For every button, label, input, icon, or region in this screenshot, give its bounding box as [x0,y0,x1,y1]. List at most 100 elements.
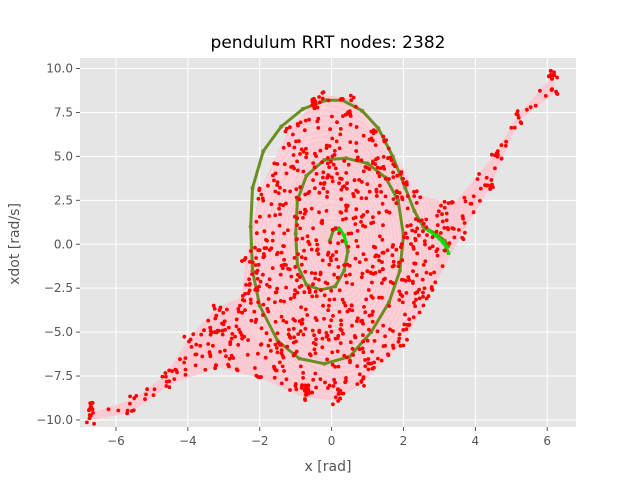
tree-node [294,195,299,200]
tree-node [257,284,261,289]
tree-node [279,348,284,352]
tree-node [225,307,229,312]
tree-edge [291,185,373,303]
tree-node [226,325,231,330]
tree-node [297,285,302,289]
tree-node [394,189,399,194]
path-mid-point [248,224,253,229]
tree-node-cluster [338,396,343,401]
tree-node [272,375,277,380]
tree-node [269,202,274,207]
path-start-segment-point [344,240,348,245]
tree-node [315,119,320,124]
tree-node [407,317,412,322]
tree-node [183,356,188,360]
tree-node [253,288,258,292]
tree-node [303,269,308,274]
tree-node [478,186,483,191]
tree-node [299,322,304,326]
tree-node-cluster [310,97,315,102]
tree-node [211,303,216,308]
tree-node [403,312,407,317]
tree-node [327,297,332,302]
tree-node [174,368,179,373]
tree-node [435,247,440,252]
tree-node [282,231,287,236]
tree-node [363,310,368,315]
tree-node [324,331,329,335]
tree-node [351,353,355,357]
tree-node [342,159,347,163]
tree-node [294,339,298,344]
tree-node [255,277,260,281]
tree-node [348,112,353,116]
tree-node [387,304,391,308]
tree-node [330,114,334,119]
tree-node [397,332,402,337]
tree-node [325,190,330,194]
tree-node [345,186,349,191]
tree-node [128,394,133,399]
x-tick-label: 0 [328,434,336,448]
tree-node [405,206,410,211]
tree-node [222,319,227,324]
tree-node [399,242,404,247]
path-goal-segment-point [446,251,451,255]
tree-node [256,300,260,305]
tree-node [263,355,268,360]
tree-node [399,170,404,174]
tree-node [357,372,362,377]
tree-node [344,216,348,221]
tree-node [334,257,339,262]
tree-node [230,332,235,336]
tree-node [339,322,344,327]
tree-node [374,194,379,198]
tree-node [379,358,384,363]
tree-node [317,328,322,333]
tree-node [462,221,467,225]
tree-node [254,256,258,260]
tree-edge [245,98,436,397]
tree-node [317,210,321,215]
tree-node [336,364,341,369]
tree-node [421,229,425,234]
tree-node [273,319,278,324]
path-mid [249,98,405,366]
tree-node-cluster [312,104,317,109]
tree-node [125,408,130,413]
tree-node [322,316,326,321]
tree-node [226,362,231,367]
tree-node [182,334,187,339]
tree-node [305,234,310,239]
tree-node [167,368,172,373]
tree-node [337,231,341,236]
tree-node [254,219,259,224]
tree-node [314,238,319,243]
tree-node [91,411,95,415]
tree-node [515,109,520,114]
tree-node [329,318,334,323]
tree-node [296,332,301,336]
tree-node [434,229,439,234]
tree-node [229,336,234,341]
tree-node [359,275,364,280]
tree-node [381,277,386,282]
tree-node [443,248,447,253]
tree-node [381,164,386,169]
tree-node [194,342,199,347]
x-tick-label: −6 [107,434,125,448]
tree-node [354,239,359,243]
tree-node [275,183,280,188]
tree-node [439,203,443,208]
tree-node [285,344,290,349]
tree-node [435,213,439,218]
tree-node [327,165,332,170]
tree-node [294,139,298,144]
tree-node [308,353,313,358]
tree-nodes [85,68,560,426]
tree-node [271,173,275,178]
tree-node [270,238,275,243]
tree-node [208,332,213,337]
tree-node [145,387,150,392]
tree-node [87,416,92,421]
